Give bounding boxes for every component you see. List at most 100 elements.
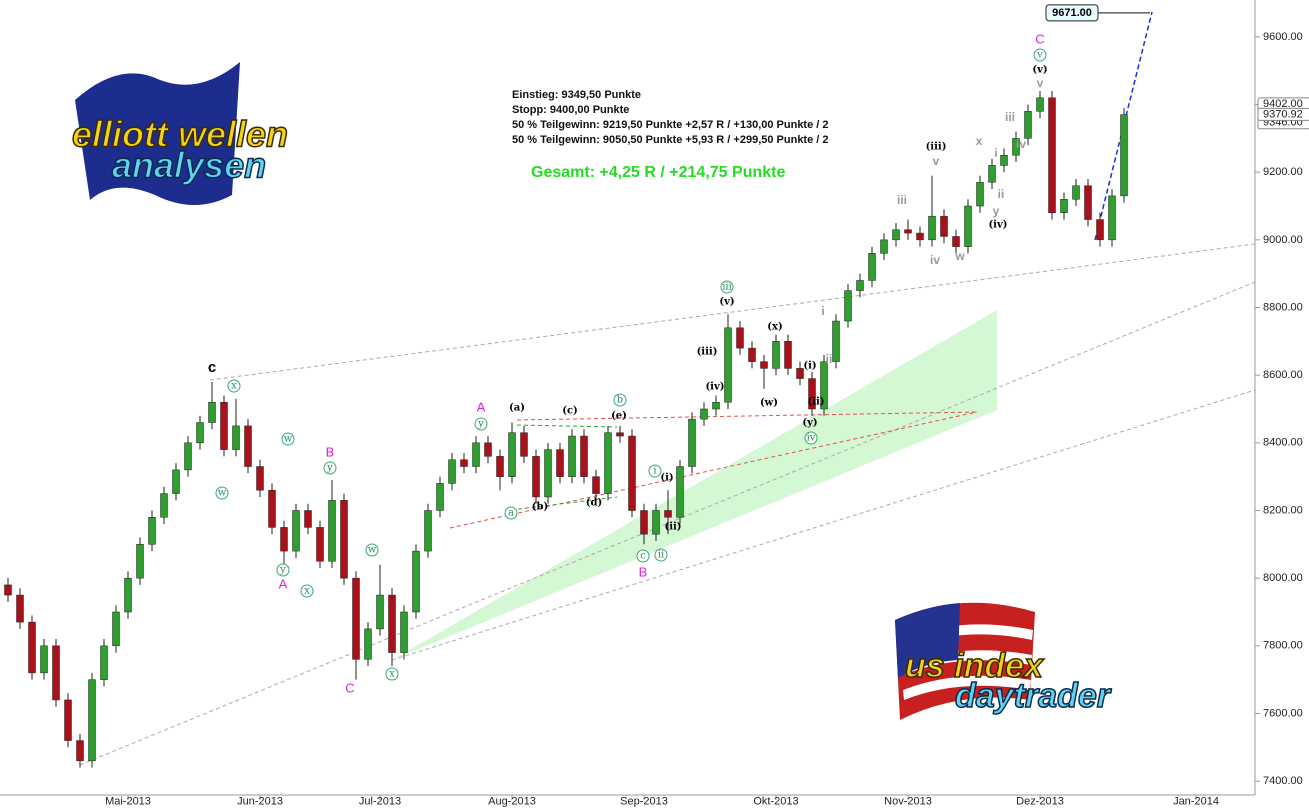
candle-body — [988, 165, 996, 183]
logo-stripes — [900, 624, 1033, 700]
trend-line — [449, 411, 978, 529]
wave-label: y — [279, 565, 286, 576]
wave-label: x — [976, 134, 983, 148]
green-channel — [392, 310, 997, 660]
wave-label: iii — [897, 193, 907, 207]
candle-body — [388, 594, 396, 653]
candle-body — [484, 442, 492, 457]
wave-circle — [474, 417, 488, 431]
candle-body — [832, 320, 840, 362]
wave-label: ii — [826, 352, 833, 366]
wave-label: a — [508, 508, 514, 519]
wave-label: (iv) — [705, 382, 724, 393]
wave-label: (v) — [719, 297, 734, 308]
wave-label: (y) — [802, 418, 817, 429]
candle-body — [712, 401, 720, 410]
wave-circle — [215, 486, 229, 500]
logo-text: us index — [905, 647, 1045, 685]
wave-circle — [613, 393, 627, 407]
x-tick-label: Okt-2013 — [753, 796, 798, 808]
candle-body — [676, 466, 684, 518]
candle-body — [460, 459, 468, 467]
candle-body — [436, 483, 444, 511]
candle-body — [400, 611, 408, 653]
candle-body — [796, 368, 804, 379]
triangle-line — [516, 424, 618, 428]
wave-label: (d) — [586, 498, 602, 509]
candle-body — [256, 466, 264, 491]
y-tick-label: 7800.00 — [1263, 640, 1303, 652]
candle-body — [304, 510, 312, 528]
candle-body — [772, 341, 780, 369]
candle-body — [748, 347, 756, 362]
candle-body — [784, 341, 792, 369]
logo-canton — [895, 603, 960, 678]
wave-label: w — [954, 249, 965, 263]
price-marker-label: 9370.92 — [1263, 108, 1303, 120]
wave-circle — [385, 667, 399, 681]
candle-body — [844, 290, 852, 322]
candle-body — [952, 236, 960, 247]
wave-circle — [300, 584, 314, 598]
logo-text: analysen — [112, 145, 266, 186]
logo-flag — [75, 62, 240, 205]
wave-label: (i) — [660, 473, 673, 484]
candle-body — [856, 280, 864, 291]
wave-circle — [804, 431, 818, 445]
y-tick-label: 8000.00 — [1263, 572, 1303, 584]
candle-body — [904, 229, 912, 234]
wave-label: v — [933, 154, 940, 168]
candles — [4, 91, 1128, 768]
trend-line — [209, 243, 1256, 381]
candle-body — [1024, 111, 1032, 139]
candle-body — [244, 425, 252, 467]
y-tick-label: 8200.00 — [1263, 504, 1303, 516]
wave-label: i — [821, 304, 824, 318]
target-box — [1045, 4, 1099, 22]
y-tick-label: 7600.00 — [1263, 707, 1303, 719]
candle-body — [1108, 195, 1116, 241]
wave-label: i — [994, 146, 997, 160]
x-tick-label: Aug-2013 — [488, 796, 536, 808]
wave-label: (iii) — [926, 142, 947, 153]
candle-body — [376, 594, 384, 630]
wave-label: iv — [1016, 137, 1026, 151]
target-label: 9671.00 — [1052, 7, 1092, 19]
candle-body — [124, 577, 132, 613]
wave-label: iv — [807, 433, 816, 444]
candle-body — [448, 459, 456, 484]
wave-label: x — [389, 669, 395, 680]
wave-label: v — [1036, 50, 1043, 61]
y-tick-label: 8400.00 — [1263, 437, 1303, 449]
wave-label: w — [284, 434, 293, 445]
wave-circle — [654, 548, 668, 562]
candle-body — [328, 500, 336, 562]
candle-body — [664, 510, 672, 518]
candle-body — [4, 584, 12, 596]
candle-body — [64, 699, 72, 741]
candle-body — [964, 205, 972, 247]
candle-body — [1072, 185, 1080, 200]
candle-body — [340, 500, 348, 579]
candle-body — [592, 476, 600, 494]
logo-us: us index daytrader — [895, 602, 1112, 720]
wave-label: c — [640, 551, 646, 562]
candle-body — [1048, 97, 1056, 214]
wave-label: y — [477, 419, 484, 430]
candle-body — [76, 740, 84, 762]
candle-body — [724, 327, 732, 403]
candle-body — [88, 679, 96, 762]
trade-info: 50 % Teilgewinn: 9050,50 Punkte +5,93 R … — [512, 134, 829, 146]
candle-body — [100, 645, 108, 680]
wave-label: (iii) — [697, 347, 718, 358]
candle-body — [580, 435, 588, 477]
candle-body — [220, 401, 228, 450]
candle-body — [628, 435, 636, 511]
trend-lines — [79, 11, 1256, 766]
wave-label: iii — [722, 282, 732, 293]
y-tick-label: 8600.00 — [1263, 369, 1303, 381]
wave-label: y — [326, 463, 333, 474]
wave-label: B — [639, 564, 648, 579]
wave-label: C — [1035, 31, 1044, 46]
candle-body — [568, 435, 576, 477]
